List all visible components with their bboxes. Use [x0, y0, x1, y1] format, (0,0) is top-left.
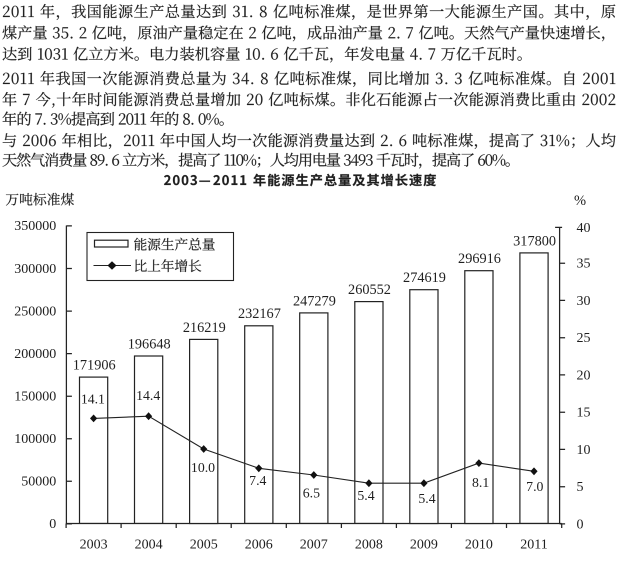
svg-text:10.0: 10.0	[191, 460, 215, 475]
svg-text:5: 5	[577, 480, 584, 495]
svg-text:10: 10	[577, 443, 591, 458]
svg-text:30: 30	[577, 294, 591, 309]
svg-text:25: 25	[577, 331, 591, 346]
svg-text:350000: 350000	[14, 219, 56, 234]
svg-text:2008: 2008	[355, 538, 383, 553]
svg-text:%: %	[574, 193, 586, 209]
svg-text:40: 40	[577, 221, 591, 236]
svg-text:317800: 317800	[513, 233, 556, 249]
svg-text:8.1: 8.1	[472, 475, 489, 490]
svg-text:296916: 296916	[458, 251, 501, 267]
svg-text:2007: 2007	[300, 538, 328, 553]
svg-text:250000: 250000	[14, 304, 56, 319]
svg-text:196648: 196648	[128, 336, 171, 352]
svg-text:7.4: 7.4	[249, 473, 266, 488]
svg-text:6.5: 6.5	[303, 486, 320, 501]
svg-text:232167: 232167	[238, 306, 281, 322]
svg-text:247279: 247279	[293, 293, 336, 309]
svg-text:50000: 50000	[21, 475, 56, 490]
svg-text:216219: 216219	[183, 320, 226, 336]
svg-text:171906: 171906	[73, 358, 116, 374]
svg-text:2003: 2003	[80, 538, 108, 553]
svg-text:2010: 2010	[465, 538, 493, 553]
svg-text:150000: 150000	[14, 390, 56, 405]
svg-text:20: 20	[577, 368, 591, 383]
svg-text:260552: 260552	[348, 282, 391, 298]
svg-text:7.0: 7.0	[526, 479, 543, 494]
svg-text:274619: 274619	[403, 270, 446, 286]
svg-text:5.4: 5.4	[357, 488, 374, 503]
svg-text:2006: 2006	[245, 538, 273, 553]
svg-text:2005: 2005	[190, 538, 218, 553]
svg-text:2011: 2011	[520, 538, 547, 553]
svg-text:15: 15	[577, 406, 591, 421]
svg-text:35: 35	[577, 257, 591, 272]
svg-text:5.4: 5.4	[418, 491, 435, 506]
svg-text:100000: 100000	[14, 432, 56, 447]
svg-text:14.4: 14.4	[136, 388, 160, 403]
svg-text:2004: 2004	[135, 538, 163, 553]
svg-text:300000: 300000	[14, 262, 56, 277]
svg-text:200000: 200000	[14, 347, 56, 362]
svg-text:2009: 2009	[410, 538, 438, 553]
svg-text:14.1: 14.1	[81, 392, 105, 407]
svg-text:0: 0	[577, 517, 584, 532]
svg-text:0: 0	[49, 517, 56, 532]
